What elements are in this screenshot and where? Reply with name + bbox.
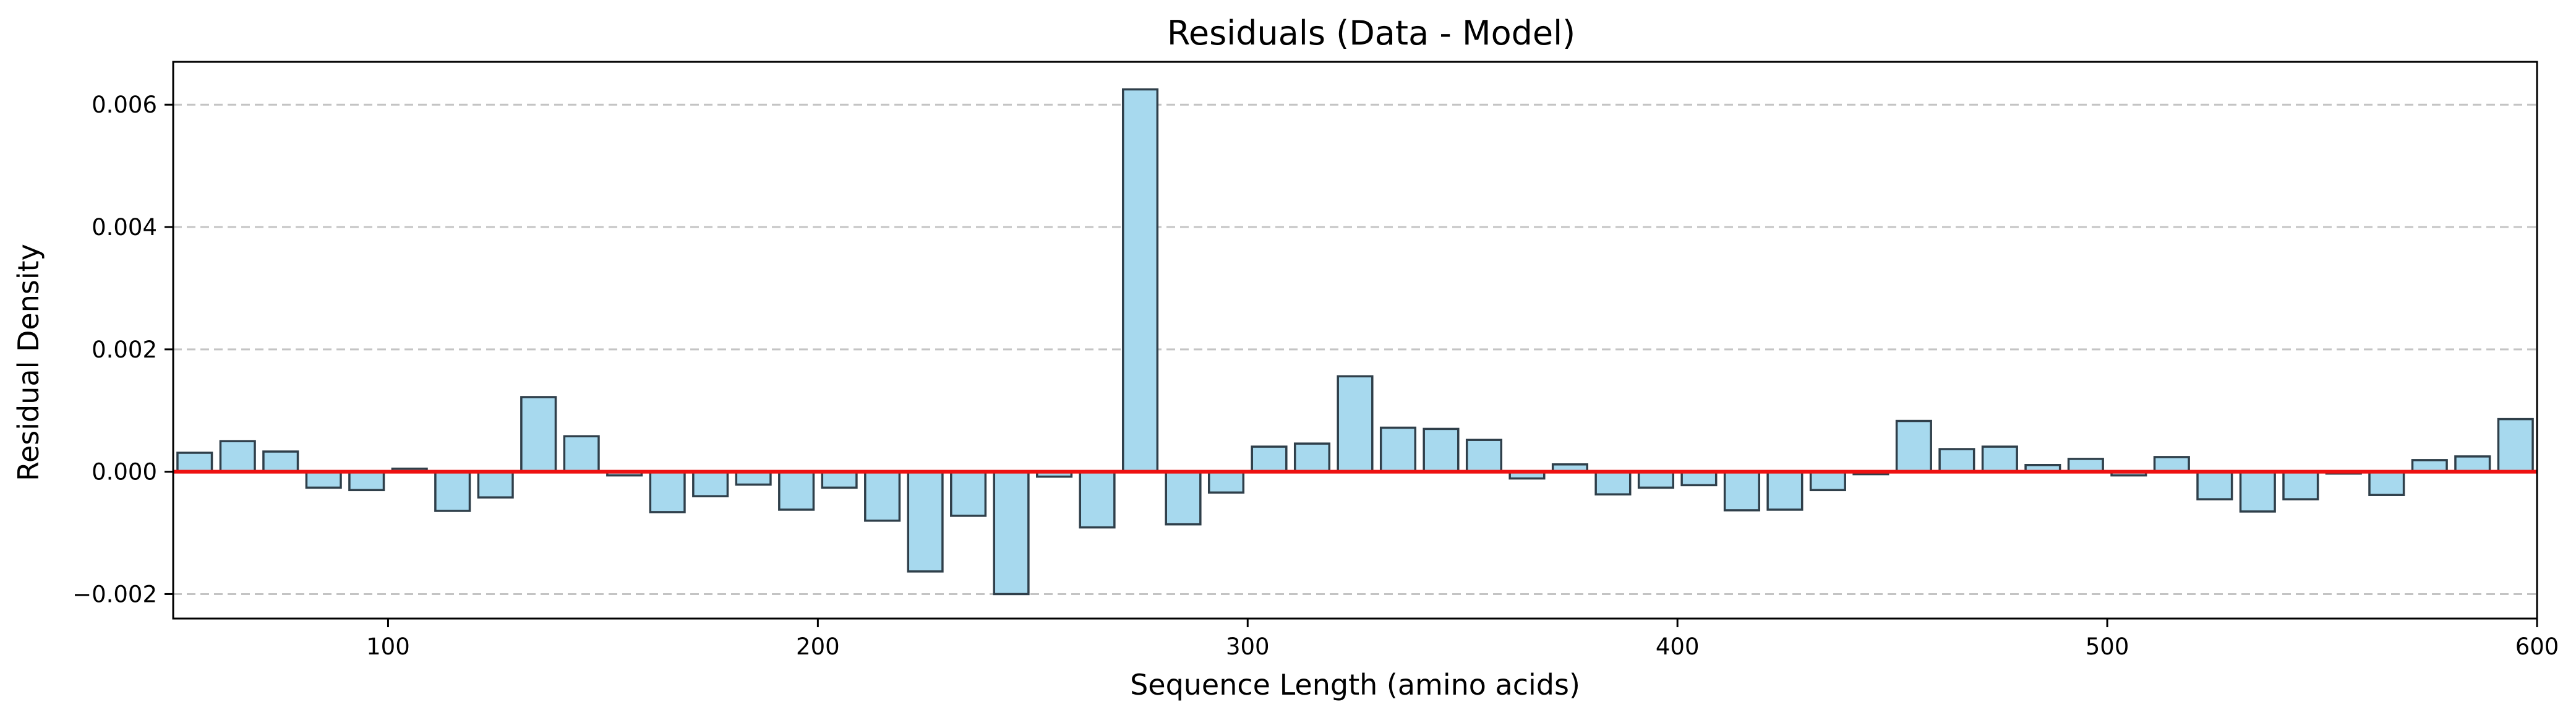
bar-26 [1293, 442, 1331, 473]
bar-21 [1079, 470, 1116, 529]
bar-53 [2454, 455, 2491, 473]
x-tick-label-2: 300 [1226, 633, 1270, 660]
bar-54 [2497, 418, 2534, 473]
bar-22 [1121, 88, 1159, 473]
bar-25 [1251, 445, 1288, 473]
bar-30 [1465, 439, 1503, 473]
y-tick-label-1: 0.000 [92, 459, 157, 486]
bar-40 [1895, 419, 1932, 473]
bar-51 [2368, 470, 2405, 496]
x-tick-label-5: 600 [2515, 633, 2559, 660]
bar-3 [305, 470, 342, 489]
bar-series [176, 88, 2534, 596]
grid-lines [173, 103, 2537, 595]
bar-8 [520, 396, 557, 473]
y-axis-label: Residual Density [12, 244, 45, 481]
bar-2 [262, 450, 299, 473]
bar-16 [864, 470, 901, 522]
x-tick-label-0: 100 [366, 633, 410, 660]
y-tick-label-4: 0.006 [92, 92, 157, 118]
bar-11 [649, 470, 686, 513]
bar-47 [2196, 470, 2233, 500]
bar-15 [821, 470, 858, 489]
bar-12 [692, 470, 729, 497]
chart-title: Residuals (Data - Model) [1167, 14, 1575, 53]
bar-49 [2282, 470, 2319, 500]
x-axis-label: Sequence Length (amino acids) [1130, 668, 1580, 701]
bar-38 [1809, 470, 1846, 492]
y-tick-label-2: 0.002 [92, 336, 157, 363]
bar-17 [907, 470, 944, 573]
x-axis-ticks: 100 200 300 400 500 600 [366, 619, 2559, 660]
x-tick-label-3: 400 [1656, 633, 1700, 660]
bar-0 [176, 452, 213, 473]
bar-9 [563, 435, 600, 473]
bar-6 [434, 470, 471, 512]
bar-14 [778, 470, 815, 511]
bar-35 [1680, 470, 1718, 487]
bar-44 [2067, 458, 2104, 473]
bar-42 [1981, 445, 2018, 473]
y-tick-label-3: 0.004 [92, 214, 157, 241]
plot-area-frame [172, 61, 2538, 620]
bar-34 [1637, 470, 1674, 489]
bar-37 [1766, 470, 1804, 511]
bar-19 [993, 470, 1030, 596]
bar-29 [1423, 427, 1460, 473]
y-axis-ticks: −0.002 0.000 0.002 0.004 0.006 [72, 92, 173, 607]
bar-13 [735, 470, 772, 486]
bar-27 [1337, 375, 1374, 473]
y-tick-label-0: −0.002 [72, 581, 157, 607]
bar-28 [1379, 426, 1417, 473]
bar-4 [348, 470, 385, 492]
bar-41 [1938, 448, 1975, 473]
bar-1 [219, 440, 256, 473]
bar-36 [1723, 470, 1760, 512]
bar-46 [2153, 456, 2190, 473]
bar-24 [1207, 470, 1245, 494]
bar-48 [2239, 470, 2276, 513]
bar-7 [477, 470, 514, 499]
bar-33 [1594, 470, 1632, 495]
bar-23 [1165, 470, 1202, 526]
x-tick-label-1: 200 [796, 633, 840, 660]
bar-18 [950, 470, 987, 517]
x-tick-label-4: 500 [2086, 633, 2129, 660]
